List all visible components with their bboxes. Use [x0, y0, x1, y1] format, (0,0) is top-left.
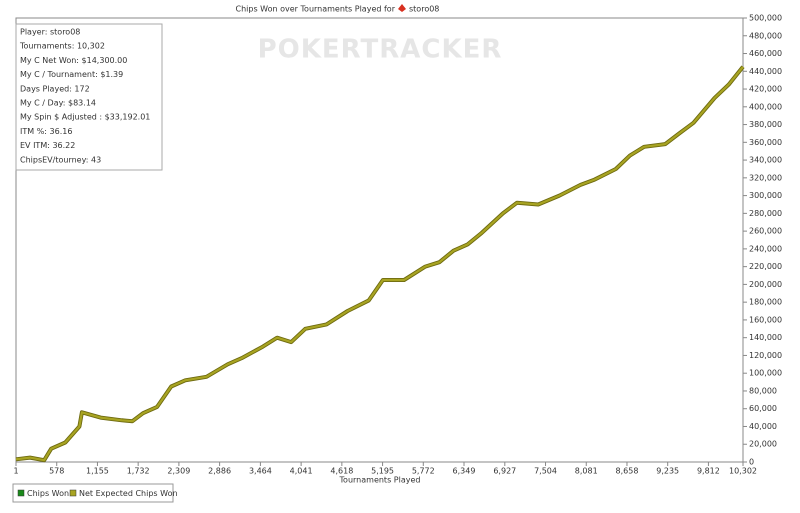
x-tick-label: 2,309 — [167, 467, 190, 476]
stat-line: EV ITM: 36.22 — [20, 141, 75, 150]
x-tick-label: 9,812 — [697, 467, 720, 476]
y-tick-label: 480,000 — [749, 31, 782, 40]
stats-box — [15, 23, 163, 171]
x-tick-label: 7,504 — [534, 467, 557, 476]
y-tick-label: 300,000 — [749, 191, 782, 200]
x-tick-label: 5,772 — [412, 467, 435, 476]
legend-swatch — [17, 489, 25, 497]
y-tick-label: 160,000 — [749, 315, 782, 324]
y-tick-label: 280,000 — [749, 209, 782, 218]
y-tick-label: 400,000 — [749, 102, 782, 111]
stat-line: Player: storo08 — [20, 28, 80, 37]
y-tick-label: 20,000 — [749, 440, 777, 449]
x-tick-label: 9,235 — [656, 467, 679, 476]
stat-line: My C / Tournament: $1.39 — [20, 70, 123, 79]
x-tick-label: 3,464 — [249, 467, 272, 476]
x-tick-label: 1,732 — [127, 467, 150, 476]
x-tick-label: 4,618 — [330, 467, 353, 476]
plot-frame — [15, 17, 744, 463]
y-tick-label: 220,000 — [749, 262, 782, 271]
x-tick-label: 6,349 — [453, 467, 476, 476]
y-tick-label: 420,000 — [749, 85, 782, 94]
y-tick-label: 120,000 — [749, 351, 782, 360]
stat-line: ChipsEV/tourney: 43 — [20, 155, 101, 164]
x-tick-label: 8,081 — [575, 467, 598, 476]
x-tick-label: 1 — [13, 467, 18, 476]
y-tick-label: 460,000 — [749, 49, 782, 58]
chart-title: Chips Won over Tournaments Played for — [236, 5, 396, 14]
stat-line: ITM %: 36.16 — [20, 127, 72, 136]
y-tick-label: 200,000 — [749, 280, 782, 289]
y-tick-label: 40,000 — [749, 422, 777, 431]
y-tick-label: 340,000 — [749, 156, 782, 165]
y-tick-label: 180,000 — [749, 298, 782, 307]
stat-line: My Spin $ Adjusted : $33,192.01 — [20, 113, 150, 122]
y-tick-label: 140,000 — [749, 333, 782, 342]
legend-box — [12, 483, 174, 503]
stat-line: Tournaments: 10,302 — [19, 42, 105, 51]
x-tick-label: 1,155 — [86, 467, 109, 476]
y-tick-label: 380,000 — [749, 120, 782, 129]
y-tick-label: 100,000 — [749, 369, 782, 378]
stat-line: Days Played: 172 — [20, 84, 90, 93]
y-tick-label: 500,000 — [749, 14, 782, 23]
y-tick-label: 260,000 — [749, 227, 782, 236]
x-tick-label: 5,195 — [371, 467, 394, 476]
legend-label: Chips Won — [27, 489, 69, 498]
stat-line: My C Net Won: $14,300.00 — [20, 56, 127, 65]
x-tick-label: 6,927 — [493, 467, 516, 476]
x-tick-label: 8,658 — [616, 467, 639, 476]
legend-label: Net Expected Chips Won — [79, 489, 178, 498]
y-tick-label: 320,000 — [749, 173, 782, 182]
x-axis-label: Tournaments Played — [339, 476, 421, 485]
player-name: storo08 — [409, 5, 439, 14]
y-tick-label: 360,000 — [749, 138, 782, 147]
legend-swatch — [69, 489, 77, 497]
x-tick-label: 2,886 — [208, 467, 231, 476]
y-tick-label: 240,000 — [749, 244, 782, 253]
x-tick-label: 578 — [49, 467, 64, 476]
y-tick-label: 60,000 — [749, 404, 777, 413]
x-tick-label: 10,302 — [729, 467, 757, 476]
y-tick-label: 80,000 — [749, 386, 777, 395]
series-line — [15, 66, 744, 462]
watermark: POKERTRACKER — [258, 35, 503, 65]
y-tick-label: 0 — [749, 458, 754, 467]
stat-line: My C / Day: $83.14 — [20, 99, 96, 108]
player-icon — [398, 4, 406, 12]
x-tick-label: 4,041 — [290, 467, 313, 476]
y-tick-label: 440,000 — [749, 67, 782, 76]
